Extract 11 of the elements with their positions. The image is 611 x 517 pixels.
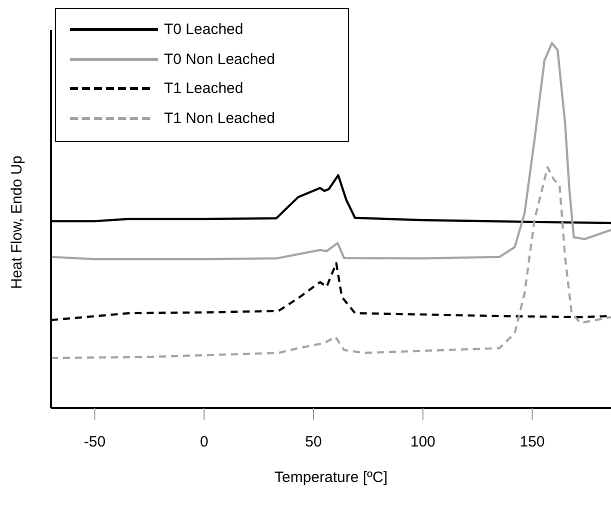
- x-tick-label: 150: [520, 434, 545, 451]
- x-axis-title: Temperature [ºC]: [274, 469, 388, 486]
- x-tick-label: -50: [84, 434, 106, 451]
- x-tick-label: 0: [200, 434, 208, 451]
- y-axis-title: Heat Flow, Endo Up: [8, 156, 26, 289]
- x-tick-label: 100: [410, 434, 436, 451]
- legend-label: T1 Leached: [164, 80, 244, 98]
- legend-label: T0 Leached: [164, 21, 244, 38]
- x-tick-label: 50: [305, 434, 322, 451]
- legend-label: T1 Non Leached: [164, 110, 275, 127]
- legend-label: T0 Non Leached: [164, 50, 275, 68]
